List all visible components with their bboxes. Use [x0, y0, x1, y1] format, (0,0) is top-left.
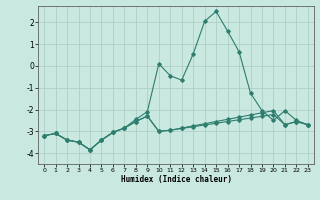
X-axis label: Humidex (Indice chaleur): Humidex (Indice chaleur): [121, 175, 231, 184]
